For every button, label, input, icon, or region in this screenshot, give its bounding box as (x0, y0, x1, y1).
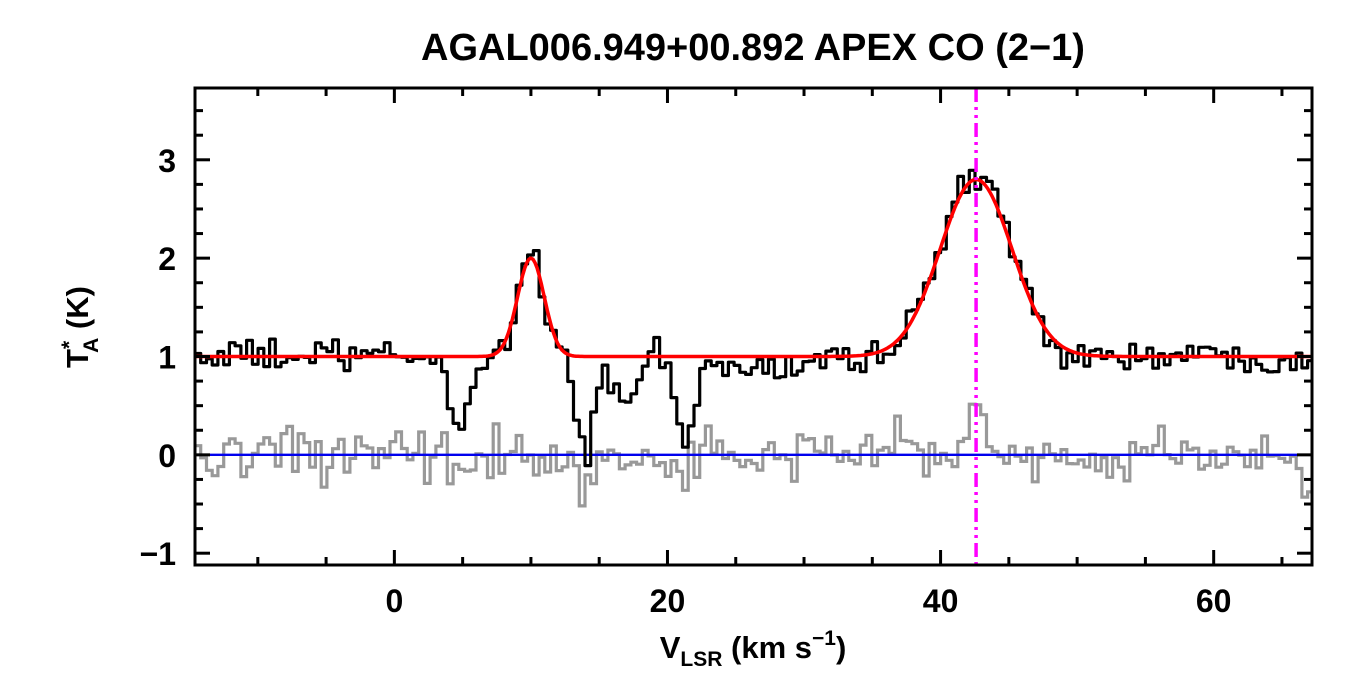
y-tick-label: 1 (158, 339, 176, 375)
x-axis-label-unit: (km s (722, 630, 812, 665)
spectrum-histogram (195, 168, 1312, 468)
y-axis-label-subscript: A (80, 338, 103, 353)
gaussian-fit-curve (195, 177, 1312, 359)
y-axis-label: T*A (K) (58, 286, 103, 368)
chart-title: AGAL006.949+00.892 APEX CO (2−1) (421, 27, 1085, 69)
residual-histogram (195, 402, 1312, 508)
y-axis-label-symbol: T (60, 349, 95, 368)
axis-ticks (195, 88, 1312, 565)
y-tick-label: −1 (140, 536, 176, 572)
x-axis-label-symbol: V (660, 630, 681, 665)
x-tick-label: 20 (650, 583, 686, 619)
y-tick-label: 0 (158, 438, 176, 474)
y-tick-label: 3 (158, 143, 176, 179)
plot-area (195, 88, 1312, 565)
x-axis-label-subscript: LSR (680, 648, 722, 671)
x-axis-label: VLSR (km s−1) (660, 627, 847, 671)
x-tick-label: 40 (923, 583, 959, 619)
plot-frame (193, 86, 1314, 567)
x-tick-label: 60 (1196, 583, 1232, 619)
x-axis-label-exponent: −1 (812, 627, 836, 650)
y-tick-label: 2 (158, 241, 176, 277)
y-axis-label-unit: (K) (60, 286, 95, 338)
x-axis-label-close: ) (836, 630, 846, 665)
x-tick-label: 0 (385, 583, 403, 619)
y-axis-label-superscript: * (58, 340, 81, 349)
